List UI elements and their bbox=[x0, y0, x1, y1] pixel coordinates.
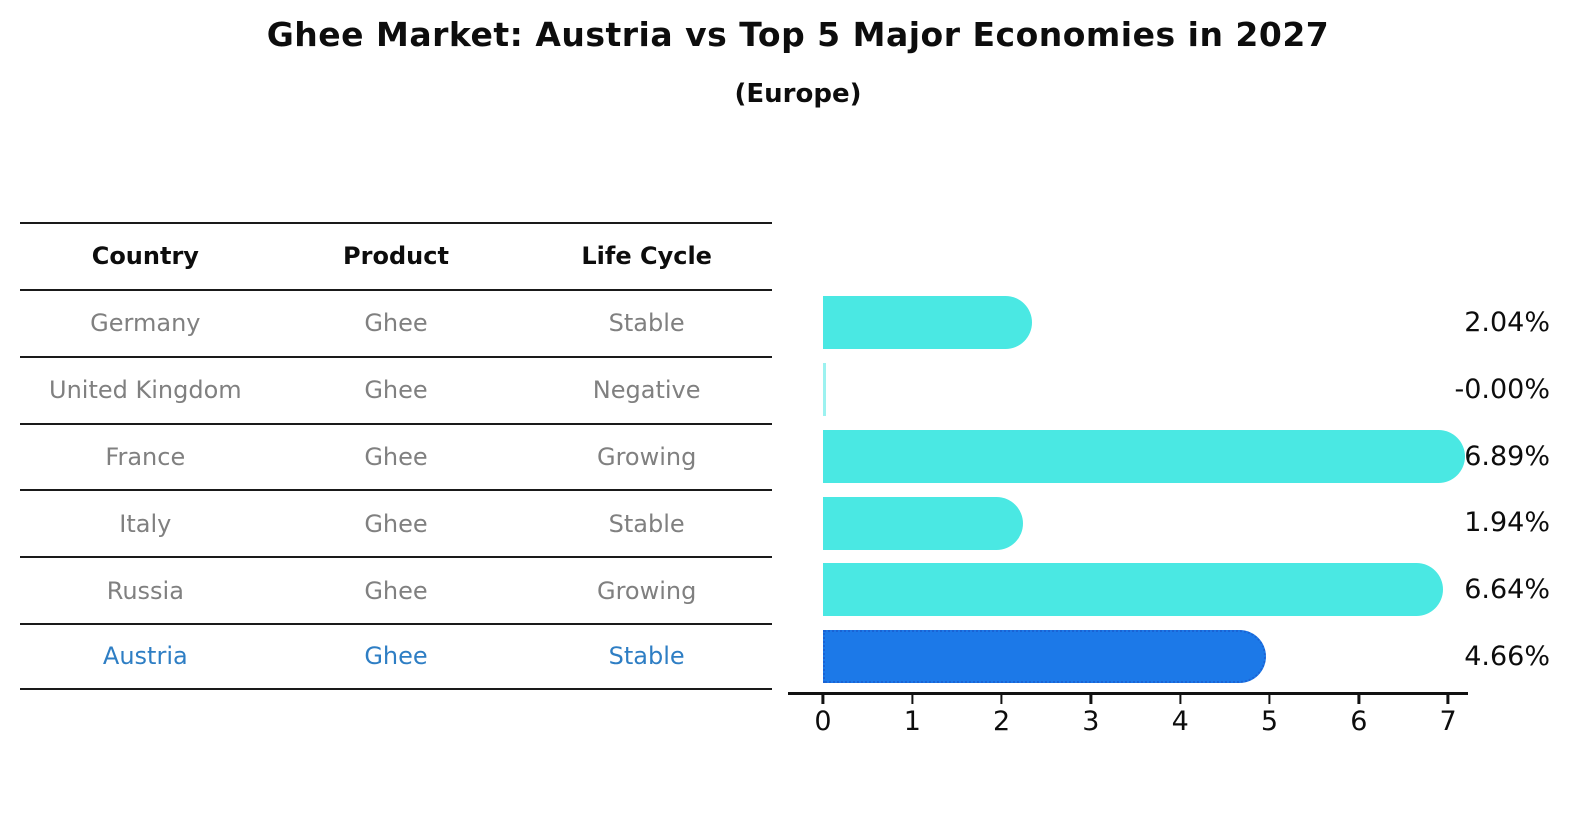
table-row: Austria Ghee Stable bbox=[20, 623, 772, 690]
x-tick-label: 6 bbox=[1350, 706, 1368, 737]
col-header-life-cycle: Life Cycle bbox=[581, 242, 712, 271]
bar bbox=[823, 496, 1024, 550]
bar-row bbox=[823, 423, 1483, 490]
comparison-table: Country Product Life Cycle Germany Ghee … bbox=[20, 222, 772, 690]
cell-product: Ghee bbox=[364, 376, 428, 405]
bar-row bbox=[823, 289, 1483, 356]
x-tick-mark bbox=[1446, 695, 1450, 704]
x-tick-mark bbox=[1000, 695, 1003, 704]
x-tick-mark bbox=[821, 695, 825, 704]
bar-value-labels: 2.04% -0.00% 6.89% 1.94% 6.64% 4.66% bbox=[1390, 289, 1550, 690]
x-tick: 2 bbox=[993, 695, 1010, 737]
cell-product: Ghee bbox=[364, 642, 428, 671]
bar-row bbox=[823, 356, 1483, 423]
cell-country: Italy bbox=[119, 509, 172, 538]
x-tick: 3 bbox=[1082, 695, 1099, 737]
bar bbox=[823, 630, 1267, 684]
table-row: Italy Ghee Stable bbox=[20, 489, 772, 556]
x-axis-line bbox=[788, 692, 1468, 695]
bar-value-label: 6.89% bbox=[1464, 440, 1550, 472]
cell-country: Austria bbox=[102, 642, 188, 671]
cell-product: Ghee bbox=[364, 442, 428, 471]
col-header-product: Product bbox=[343, 242, 449, 271]
cell-life-cycle: Negative bbox=[592, 376, 701, 405]
x-tick-mark bbox=[1268, 695, 1271, 704]
cell-life-cycle: Growing bbox=[596, 442, 697, 471]
x-tick: 4 bbox=[1172, 695, 1189, 737]
bar-value-label: -0.00% bbox=[1454, 373, 1550, 405]
x-tick-label: 5 bbox=[1260, 706, 1279, 737]
chart-title: Ghee Market: Austria vs Top 5 Major Econ… bbox=[266, 15, 1330, 54]
bar bbox=[823, 362, 826, 416]
bar-row bbox=[823, 556, 1483, 623]
x-tick-label: 1 bbox=[903, 706, 921, 737]
cell-life-cycle: Growing bbox=[596, 576, 697, 605]
x-tick: 0 bbox=[814, 695, 832, 737]
bar-row bbox=[823, 490, 1483, 557]
table-header-row: Country Product Life Cycle bbox=[20, 222, 772, 289]
x-tick: 5 bbox=[1261, 695, 1278, 737]
table-row: United Kingdom Ghee Negative bbox=[20, 355, 772, 423]
cell-life-cycle: Stable bbox=[608, 509, 685, 538]
col-header-country: Country bbox=[91, 242, 199, 271]
x-tick: 7 bbox=[1440, 695, 1457, 737]
chart-subtitle: (Europe) bbox=[734, 79, 862, 109]
cell-product: Ghee bbox=[364, 309, 428, 338]
x-tick-mark bbox=[1089, 695, 1093, 704]
cell-country: United Kingdom bbox=[49, 376, 242, 405]
cell-product: Ghee bbox=[364, 509, 428, 538]
table-row: France Ghee Growing bbox=[20, 422, 772, 490]
bar-value-label: 6.64% bbox=[1464, 574, 1550, 606]
cell-country: Russia bbox=[106, 576, 184, 605]
x-tick-label: 0 bbox=[814, 706, 832, 737]
x-tick-label: 2 bbox=[993, 706, 1011, 737]
bar bbox=[823, 296, 1033, 349]
bar-value-label: 1.94% bbox=[1464, 507, 1550, 539]
x-tick: 1 bbox=[904, 695, 921, 737]
x-tick-label: 7 bbox=[1439, 706, 1457, 737]
x-tick-label: 4 bbox=[1171, 706, 1189, 737]
bar-value-label: 2.04% bbox=[1464, 306, 1550, 338]
x-tick-mark bbox=[1178, 695, 1182, 704]
x-tick-mark bbox=[911, 695, 914, 704]
bar bbox=[823, 563, 1443, 617]
bar-value-label: 4.66% bbox=[1464, 641, 1550, 673]
table-row: Russia Ghee Growing bbox=[20, 556, 772, 623]
cell-life-cycle: Stable bbox=[608, 642, 685, 671]
x-tick: 6 bbox=[1350, 695, 1367, 737]
bar bbox=[823, 429, 1466, 483]
cell-life-cycle: Stable bbox=[608, 309, 685, 338]
table-row: Germany Ghee Stable bbox=[20, 288, 772, 356]
cell-country: France bbox=[105, 442, 186, 471]
bar-row bbox=[823, 623, 1483, 690]
x-tick-mark bbox=[1357, 695, 1361, 704]
cell-product: Ghee bbox=[364, 576, 428, 605]
x-tick-label: 3 bbox=[1082, 706, 1100, 737]
bar-chart bbox=[823, 289, 1483, 690]
cell-country: Germany bbox=[90, 309, 201, 338]
